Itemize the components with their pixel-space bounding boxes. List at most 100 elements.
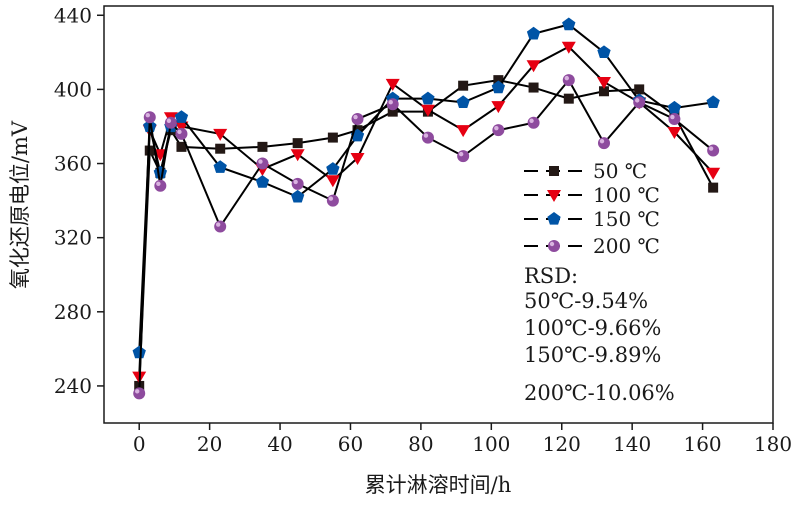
y-tick-label: 360: [54, 152, 92, 176]
data-point: [491, 101, 506, 114]
x-tick-label: 100: [472, 432, 510, 456]
data-point: [256, 157, 269, 170]
data-point: [708, 182, 719, 193]
x-tick-label: 80: [408, 432, 433, 456]
series-4: [133, 74, 720, 400]
data-point: [598, 86, 609, 97]
data-point: [420, 104, 435, 117]
data-point-highlight: [599, 138, 605, 144]
data-point-highlight: [423, 133, 429, 138]
series-layer: [132, 17, 721, 400]
data-point: [526, 60, 541, 73]
data-point: [707, 144, 720, 157]
legend-item-1: 50 ℃: [524, 159, 647, 183]
data-point-highlight: [177, 129, 182, 135]
data-point: [634, 84, 645, 95]
data-point: [633, 96, 646, 109]
data-point: [458, 80, 469, 91]
data-point-highlight: [458, 151, 464, 157]
y-axis-title: 氧化还原电位/mV: [8, 120, 32, 289]
data-point-highlight: [494, 125, 499, 131]
y-tick-label: 280: [54, 300, 92, 324]
data-point: [132, 345, 146, 359]
legend-item-3: 150 ℃: [524, 207, 660, 231]
axis-ticks: 0 20 40 60 80 100 120 140 160 180 240 280 320 360 400 4…: [54, 3, 792, 456]
x-tick-label: 0: [133, 432, 146, 456]
data-point: [153, 165, 167, 179]
data-point: [290, 149, 305, 162]
data-point-highlight: [635, 98, 640, 103]
data-point-highlight: [328, 196, 334, 201]
x-tick-label: 60: [338, 432, 363, 456]
y-tick-label: 320: [54, 226, 92, 250]
data-point: [174, 121, 189, 134]
data-point: [667, 127, 682, 140]
data-point-highlight: [708, 146, 714, 151]
legend-label: 50 ℃: [593, 159, 647, 183]
data-point-highlight: [670, 114, 675, 120]
data-point: [596, 76, 611, 89]
data-point: [350, 152, 365, 165]
data-point: [456, 125, 471, 138]
data-point: [292, 138, 303, 149]
data-point-highlight: [564, 75, 569, 81]
legend-item-4: 200 ℃: [524, 234, 660, 258]
data-point: [457, 150, 470, 163]
legend-marker: [547, 212, 561, 225]
x-tick-label: 140: [613, 432, 651, 456]
data-point: [327, 132, 338, 143]
data-point: [143, 111, 156, 124]
legend-label: 100 ℃: [593, 183, 660, 207]
y-tick-label: 440: [54, 3, 92, 27]
data-point: [176, 141, 187, 152]
data-point: [164, 116, 177, 129]
x-tick-label: 40: [267, 432, 292, 456]
data-point: [153, 149, 168, 162]
data-point: [528, 82, 539, 93]
rsd-line-50: 50℃-9.54%: [524, 289, 648, 313]
data-point: [326, 194, 339, 207]
data-point: [326, 162, 340, 175]
legend-marker: [547, 190, 561, 202]
rsd-line-100: 100℃-9.66%: [524, 316, 661, 340]
data-point: [385, 78, 400, 91]
legend-marker-highlight: [549, 241, 555, 247]
data-point: [213, 160, 227, 173]
data-point: [215, 143, 226, 154]
data-point: [257, 141, 268, 152]
data-point: [325, 175, 340, 188]
data-point: [133, 387, 146, 400]
data-point: [526, 26, 541, 40]
x-tick-label: 20: [197, 432, 222, 456]
y-tick-label: 400: [54, 77, 92, 101]
data-point: [351, 113, 364, 126]
data-point: [493, 75, 504, 86]
data-point-highlight: [388, 100, 393, 105]
data-point: [667, 100, 682, 114]
data-point-highlight: [215, 222, 221, 227]
data-point: [174, 110, 189, 123]
data-point: [562, 17, 576, 31]
data-point: [456, 95, 470, 109]
data-point: [527, 116, 540, 129]
rsd-annotation: RSD: 50℃-9.54% 100℃-9.66% 150℃-9.89% 200…: [524, 264, 675, 405]
data-point-highlight: [166, 118, 172, 123]
data-point-highlight: [156, 181, 161, 186]
data-point: [386, 98, 399, 111]
rsd-line-200: 200℃-10.06%: [524, 381, 675, 405]
plot-frame: [103, 5, 774, 424]
legend-marker: [548, 240, 560, 252]
data-point: [492, 124, 505, 137]
data-point: [706, 167, 721, 180]
data-point-highlight: [258, 159, 263, 164]
data-point-highlight: [529, 118, 534, 123]
legend-item-2: 100 ℃: [524, 183, 660, 207]
data-point-highlight: [135, 389, 140, 394]
data-point: [562, 74, 575, 87]
data-point: [421, 131, 434, 144]
data-point: [491, 80, 506, 94]
data-point: [214, 220, 227, 233]
data-point: [213, 128, 228, 141]
